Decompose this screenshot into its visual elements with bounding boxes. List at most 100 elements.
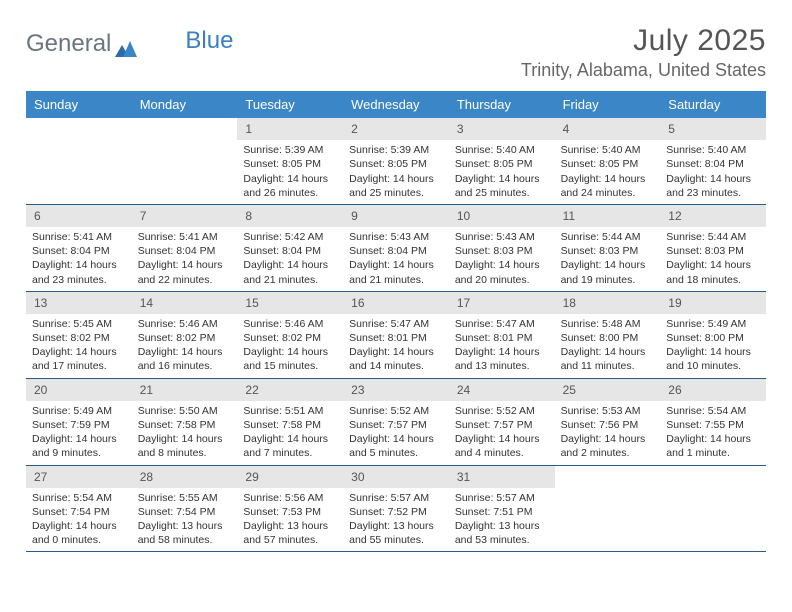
sunrise-text: Sunrise: 5:52 AM bbox=[349, 404, 443, 418]
day-cell: 23Sunrise: 5:52 AMSunset: 7:57 PMDayligh… bbox=[343, 379, 449, 465]
day-info: Sunrise: 5:49 AMSunset: 8:00 PMDaylight:… bbox=[660, 317, 766, 374]
sunset-text: Sunset: 8:04 PM bbox=[138, 244, 232, 258]
day-number: 13 bbox=[26, 292, 132, 314]
sunset-text: Sunset: 8:02 PM bbox=[243, 331, 337, 345]
page: General Blue July 2025 Trinity, Alabama,… bbox=[0, 0, 792, 552]
day1-text: Daylight: 14 hours bbox=[455, 432, 549, 446]
day-number: 10 bbox=[449, 205, 555, 227]
day2-text: and 13 minutes. bbox=[455, 359, 549, 373]
day-number: 8 bbox=[237, 205, 343, 227]
sunrise-text: Sunrise: 5:45 AM bbox=[32, 317, 126, 331]
day-number: 9 bbox=[343, 205, 449, 227]
sunset-text: Sunset: 8:01 PM bbox=[455, 331, 549, 345]
sunset-text: Sunset: 8:03 PM bbox=[561, 244, 655, 258]
day2-text: and 1 minute. bbox=[666, 446, 760, 460]
day-info: Sunrise: 5:57 AMSunset: 7:51 PMDaylight:… bbox=[449, 491, 555, 548]
brand-part2: Blue bbox=[185, 27, 233, 55]
sunrise-text: Sunrise: 5:47 AM bbox=[455, 317, 549, 331]
week-row: 1Sunrise: 5:39 AMSunset: 8:05 PMDaylight… bbox=[26, 118, 766, 205]
day1-text: Daylight: 14 hours bbox=[561, 432, 655, 446]
day-cell: 16Sunrise: 5:47 AMSunset: 8:01 PMDayligh… bbox=[343, 292, 449, 378]
day-number: 22 bbox=[237, 379, 343, 401]
day-info: Sunrise: 5:57 AMSunset: 7:52 PMDaylight:… bbox=[343, 491, 449, 548]
sunset-text: Sunset: 8:02 PM bbox=[32, 331, 126, 345]
sunset-text: Sunset: 7:53 PM bbox=[243, 505, 337, 519]
day-number: 5 bbox=[660, 118, 766, 140]
day2-text: and 5 minutes. bbox=[349, 446, 443, 460]
day-info: Sunrise: 5:39 AMSunset: 8:05 PMDaylight:… bbox=[343, 143, 449, 200]
day-info: Sunrise: 5:47 AMSunset: 8:01 PMDaylight:… bbox=[343, 317, 449, 374]
sunset-text: Sunset: 7:54 PM bbox=[32, 505, 126, 519]
location-subtitle: Trinity, Alabama, United States bbox=[521, 60, 766, 81]
day-info: Sunrise: 5:46 AMSunset: 8:02 PMDaylight:… bbox=[132, 317, 238, 374]
sunset-text: Sunset: 8:04 PM bbox=[666, 157, 760, 171]
title-block: July 2025 Trinity, Alabama, United State… bbox=[521, 24, 766, 81]
day-info: Sunrise: 5:47 AMSunset: 8:01 PMDaylight:… bbox=[449, 317, 555, 374]
day2-text: and 23 minutes. bbox=[666, 186, 760, 200]
sunset-text: Sunset: 7:59 PM bbox=[32, 418, 126, 432]
day-number: 3 bbox=[449, 118, 555, 140]
sunrise-text: Sunrise: 5:53 AM bbox=[561, 404, 655, 418]
day1-text: Daylight: 14 hours bbox=[243, 258, 337, 272]
day-number: 26 bbox=[660, 379, 766, 401]
day1-text: Daylight: 14 hours bbox=[243, 345, 337, 359]
sunset-text: Sunset: 8:03 PM bbox=[455, 244, 549, 258]
day-number: 29 bbox=[237, 466, 343, 488]
sunrise-text: Sunrise: 5:52 AM bbox=[455, 404, 549, 418]
sunrise-text: Sunrise: 5:39 AM bbox=[349, 143, 443, 157]
day-cell: 22Sunrise: 5:51 AMSunset: 7:58 PMDayligh… bbox=[237, 379, 343, 465]
day-cell: 5 Sunrise: 5:40 AMSunset: 8:04 PMDaylight… bbox=[660, 118, 766, 204]
day-info: Sunrise: 5:52 AMSunset: 7:57 PMDaylight:… bbox=[343, 404, 449, 461]
day-info: Sunrise: 5:41 AMSunset: 8:04 PMDaylight:… bbox=[132, 230, 238, 287]
day1-text: Daylight: 14 hours bbox=[561, 258, 655, 272]
calendar-grid: SundayMondayTuesdayWednesdayThursdayFrid… bbox=[26, 91, 766, 552]
sunset-text: Sunset: 7:58 PM bbox=[243, 418, 337, 432]
sunrise-text: Sunrise: 5:57 AM bbox=[349, 491, 443, 505]
day-cell: 11Sunrise: 5:44 AMSunset: 8:03 PMDayligh… bbox=[555, 205, 661, 291]
week-row: 6Sunrise: 5:41 AMSunset: 8:04 PMDaylight… bbox=[26, 205, 766, 292]
sunrise-text: Sunrise: 5:48 AM bbox=[561, 317, 655, 331]
sunrise-text: Sunrise: 5:54 AM bbox=[32, 491, 126, 505]
day-info: Sunrise: 5:40 AMSunset: 8:04 PMDaylight:… bbox=[660, 143, 766, 200]
sunset-text: Sunset: 7:56 PM bbox=[561, 418, 655, 432]
day-info: Sunrise: 5:49 AMSunset: 7:59 PMDaylight:… bbox=[26, 404, 132, 461]
sunrise-text: Sunrise: 5:46 AM bbox=[243, 317, 337, 331]
sunrise-text: Sunrise: 5:41 AM bbox=[32, 230, 126, 244]
sunrise-text: Sunrise: 5:56 AM bbox=[243, 491, 337, 505]
day-number: 14 bbox=[132, 292, 238, 314]
day2-text: and 58 minutes. bbox=[138, 533, 232, 547]
day2-text: and 25 minutes. bbox=[455, 186, 549, 200]
weekday-header-row: SundayMondayTuesdayWednesdayThursdayFrid… bbox=[26, 91, 766, 118]
day1-text: Daylight: 13 hours bbox=[243, 519, 337, 533]
sunset-text: Sunset: 7:52 PM bbox=[349, 505, 443, 519]
sunrise-text: Sunrise: 5:50 AM bbox=[138, 404, 232, 418]
day-cell: 10 Sunrise: 5:43 AMSunset: 8:03 PMDayligh… bbox=[449, 205, 555, 291]
day2-text: and 4 minutes. bbox=[455, 446, 549, 460]
day-cell: 21Sunrise: 5:50 AMSunset: 7:58 PMDayligh… bbox=[132, 379, 238, 465]
day1-text: Daylight: 14 hours bbox=[32, 432, 126, 446]
brand-logo: General Blue bbox=[26, 24, 233, 58]
day-number: 21 bbox=[132, 379, 238, 401]
day-info: Sunrise: 5:43 AMSunset: 8:03 PMDaylight:… bbox=[449, 230, 555, 287]
day-cell: 7Sunrise: 5:41 AMSunset: 8:04 PMDaylight… bbox=[132, 205, 238, 291]
day-number: 17 bbox=[449, 292, 555, 314]
sunrise-text: Sunrise: 5:44 AM bbox=[561, 230, 655, 244]
day1-text: Daylight: 14 hours bbox=[138, 258, 232, 272]
day-info: Sunrise: 5:48 AMSunset: 8:00 PMDaylight:… bbox=[555, 317, 661, 374]
day-cell: 2Sunrise: 5:39 AMSunset: 8:05 PMDaylight… bbox=[343, 118, 449, 204]
sunset-text: Sunset: 7:57 PM bbox=[349, 418, 443, 432]
day-number: 28 bbox=[132, 466, 238, 488]
day1-text: Daylight: 14 hours bbox=[561, 172, 655, 186]
day2-text: and 26 minutes. bbox=[243, 186, 337, 200]
day-info: Sunrise: 5:39 AMSunset: 8:05 PMDaylight:… bbox=[237, 143, 343, 200]
day1-text: Daylight: 14 hours bbox=[666, 432, 760, 446]
day-info: Sunrise: 5:54 AMSunset: 7:55 PMDaylight:… bbox=[660, 404, 766, 461]
weekday-header: Wednesday bbox=[343, 91, 449, 118]
sunrise-text: Sunrise: 5:41 AM bbox=[138, 230, 232, 244]
sunrise-text: Sunrise: 5:40 AM bbox=[455, 143, 549, 157]
day2-text: and 9 minutes. bbox=[32, 446, 126, 460]
day1-text: Daylight: 14 hours bbox=[561, 345, 655, 359]
sunset-text: Sunset: 8:04 PM bbox=[243, 244, 337, 258]
weeks-container: 1Sunrise: 5:39 AMSunset: 8:05 PMDaylight… bbox=[26, 118, 766, 552]
day2-text: and 8 minutes. bbox=[138, 446, 232, 460]
